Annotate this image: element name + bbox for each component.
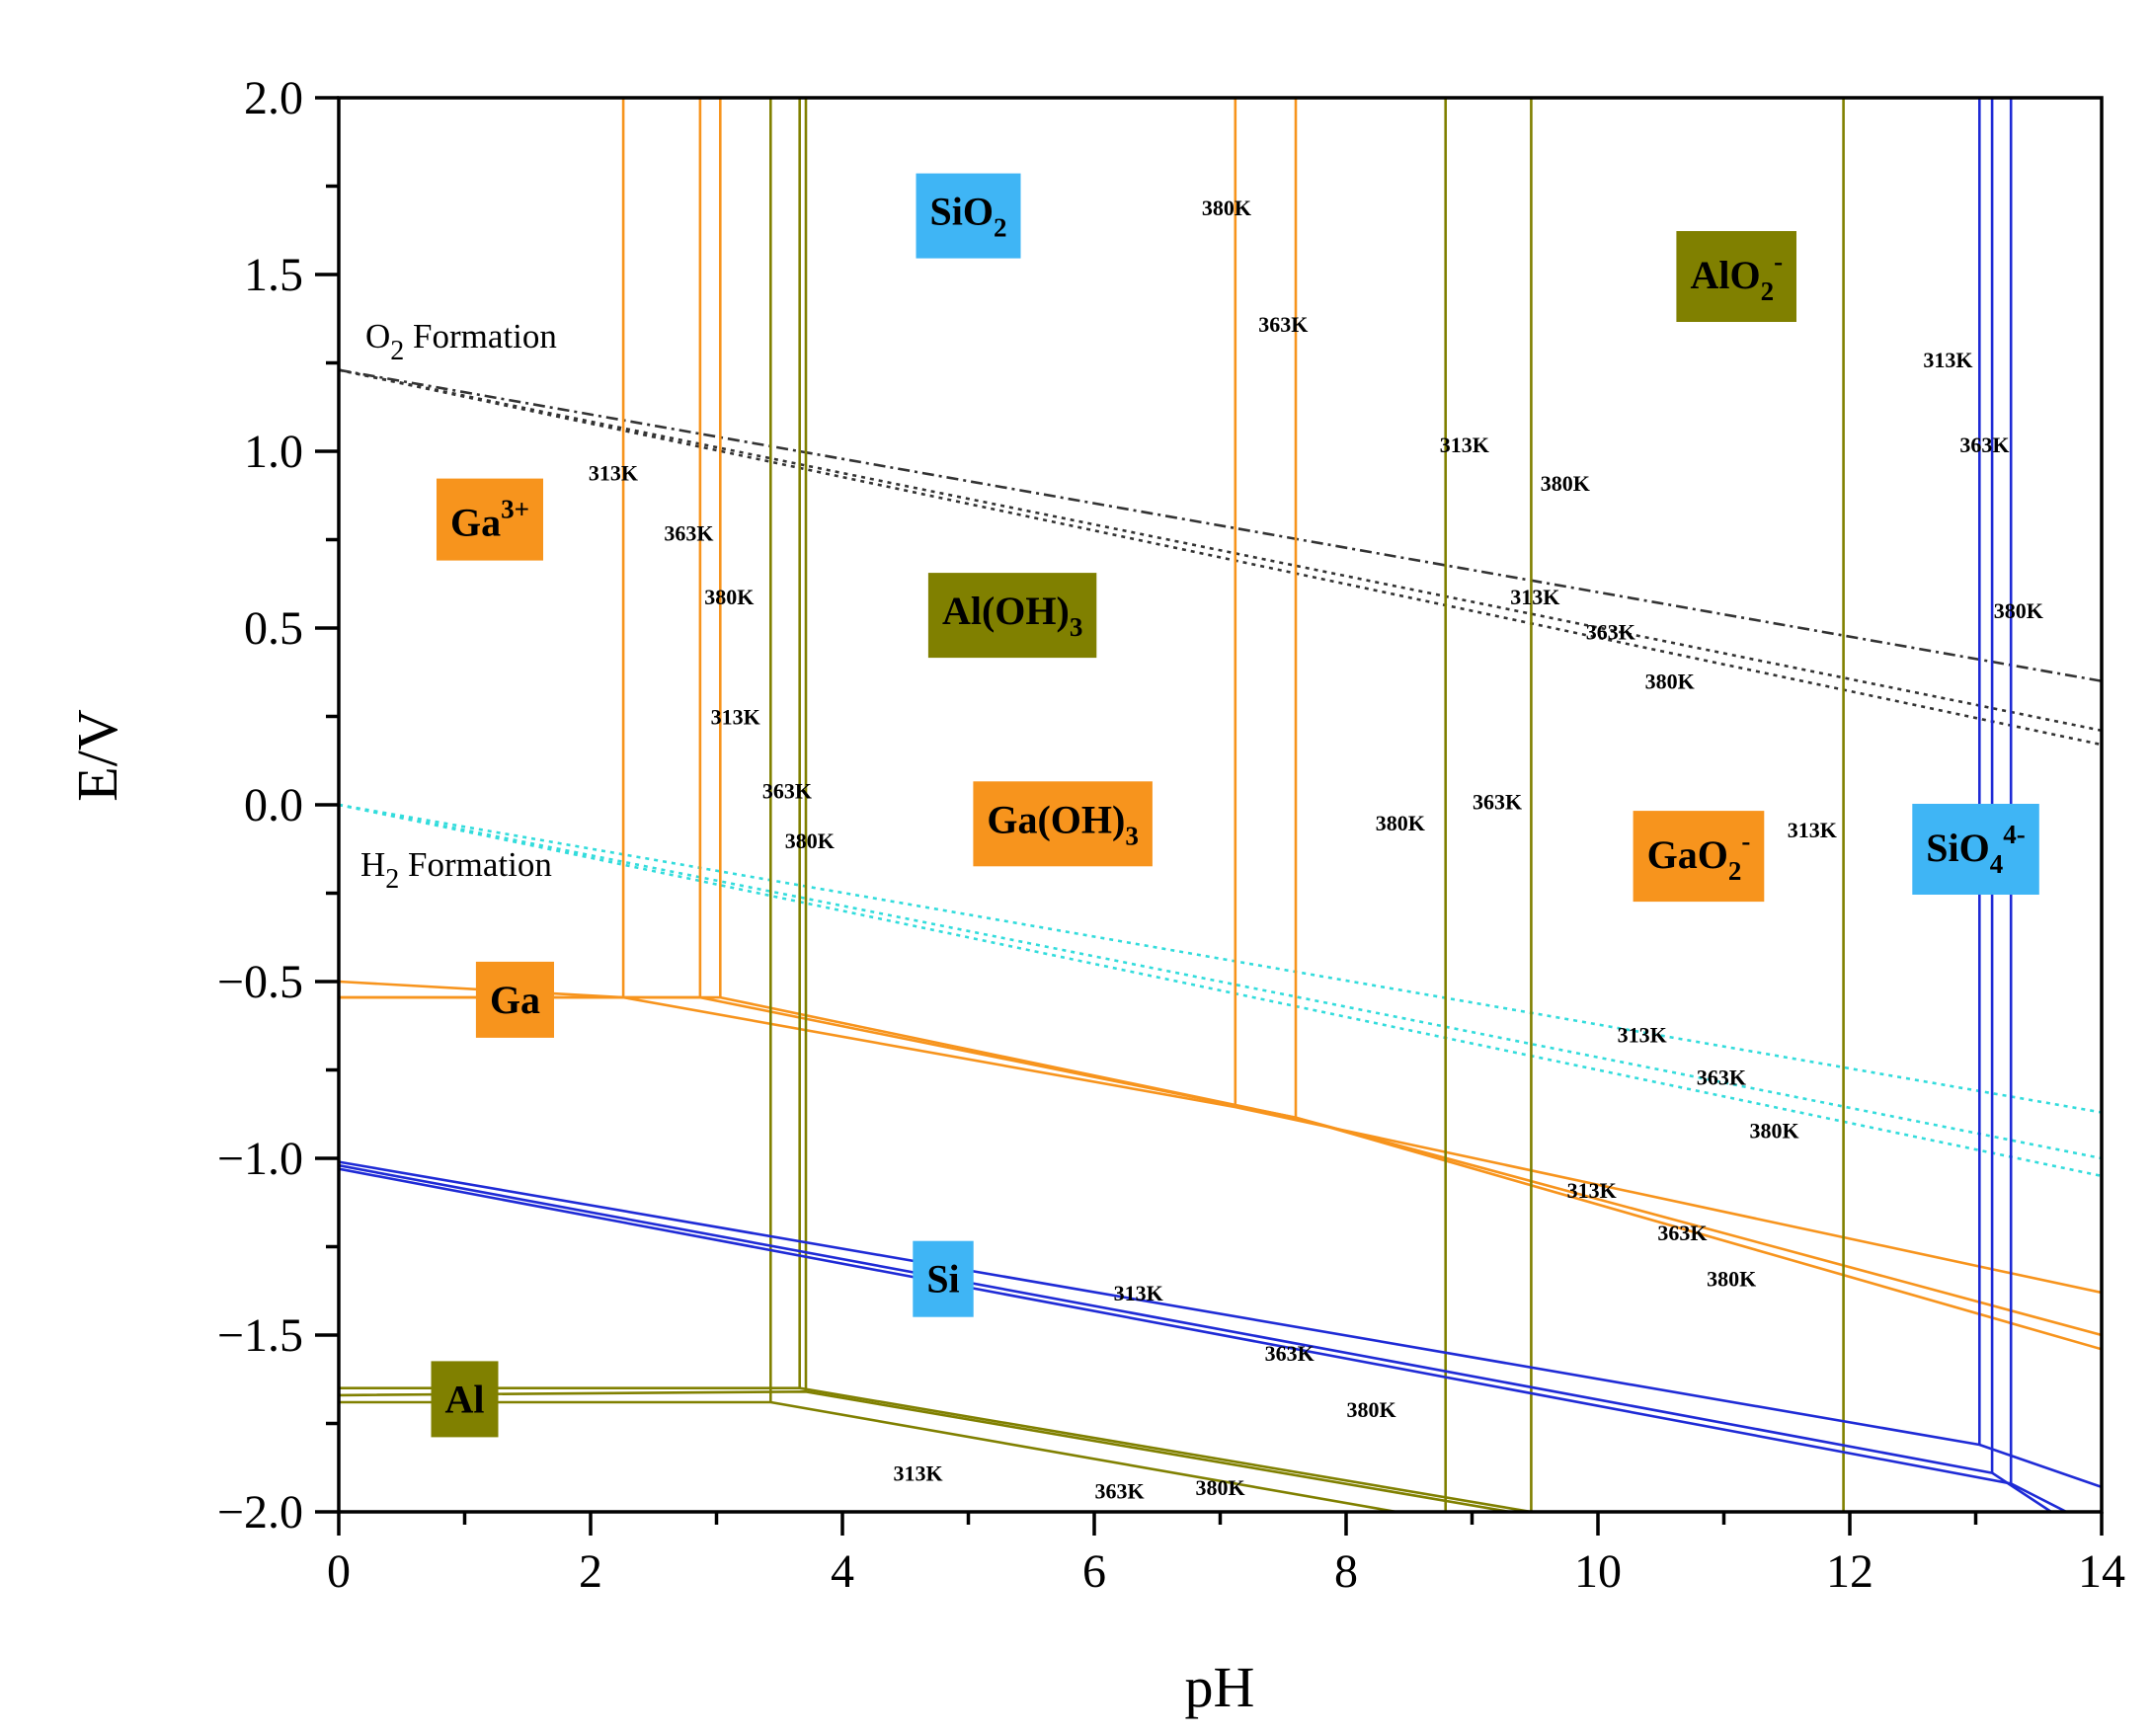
y-axis-title: E/V [65, 709, 129, 802]
temp-label-19: 313K [1618, 1023, 1667, 1048]
region-ga3-: Ga3+ [437, 478, 543, 561]
x-tick-label-7: 14 [2078, 1545, 2125, 1598]
region-si: Si [913, 1240, 974, 1317]
water-line-0-2 [339, 368, 2102, 747]
x-axis-title: pH [1185, 1655, 1255, 1719]
water-line-1-2 [339, 803, 2102, 1178]
region-box [916, 173, 1021, 259]
y-tick-label-7: −1.5 [217, 1309, 303, 1362]
region-label: Ga3+ [450, 495, 529, 545]
region-label: SiO2 [930, 190, 1007, 243]
temp-label-15: 380K [785, 829, 835, 853]
region-label: Al [445, 1377, 485, 1421]
temp-label-9: 313K [1510, 585, 1559, 609]
y-tick-label-3: 0.5 [244, 602, 303, 655]
formation-label-1: H2 Formation [360, 845, 552, 895]
region-box [913, 1240, 974, 1317]
temp-label-29: 363K [1094, 1479, 1144, 1504]
x-tick-label-6: 12 [1826, 1545, 1873, 1598]
temp-label-16: 380K [1376, 811, 1425, 835]
y-tick-label-2: 1.0 [244, 426, 303, 478]
temp-label-8: 380K [704, 585, 754, 609]
region-label: Al(OH)3 [942, 589, 1082, 642]
x-tick-label-2: 4 [831, 1545, 854, 1598]
temp-label-22: 313K [1567, 1178, 1617, 1203]
water-line-0-1 [339, 368, 2102, 733]
region-box [1912, 804, 2039, 895]
region-labels: SiO2 AlO2- Ga3+ Al(OH)3 Ga(OH)3 GaO2- SiO44- Ga… [431, 173, 2039, 1438]
boundary-si-20 [339, 1160, 2102, 1489]
temp-label-6: 313K [589, 460, 638, 485]
water-lines [339, 368, 2102, 1178]
region-sio44-: SiO44- [1912, 804, 2039, 895]
y-tick-label-5: −0.5 [217, 956, 303, 1008]
temp-label-12: 380K [1645, 670, 1695, 694]
region-box [1633, 811, 1765, 903]
region-box [927, 573, 1097, 659]
y-tick-label-0: 2.0 [244, 72, 303, 124]
temp-label-30: 380K [1195, 1475, 1244, 1500]
region-box [1676, 231, 1796, 322]
temp-label-24: 380K [1707, 1267, 1756, 1292]
boundary-si-21 [339, 1163, 2052, 1512]
temp-label-3: 313K [1440, 433, 1489, 457]
temp-label-28: 313K [893, 1461, 942, 1486]
region-label: GaO2- [1647, 827, 1751, 886]
temp-label-11: 363K [1586, 620, 1635, 645]
region-box [431, 1361, 499, 1438]
temp-label-25: 313K [1114, 1281, 1163, 1305]
x-axis-ticks: 0 2 4 6 8 10 12 14 [327, 1512, 2125, 1598]
temp-label-20: 363K [1697, 1065, 1746, 1090]
x-tick-label-3: 6 [1082, 1545, 1106, 1598]
y-axis-ticks: 2.0 1.5 1.0 0.5 0.0 −0.5 −1.0 −1.5 −2.0 [217, 72, 339, 1539]
x-tick-label-1: 2 [579, 1545, 602, 1598]
temp-label-7: 363K [664, 520, 713, 545]
temp-label-5: 380K [1541, 471, 1590, 496]
water-line-0-0 [339, 368, 2102, 682]
region-box [973, 781, 1153, 867]
y-tick-label-1: 1.5 [244, 249, 303, 301]
region-ga: Ga [475, 961, 554, 1038]
temp-label-1: 363K [1258, 312, 1308, 337]
water-line-1-1 [339, 803, 2102, 1160]
formation-labels: O2 Formation H2 Formation [360, 317, 557, 895]
temp-label-14: 363K [762, 779, 812, 804]
temp-label-13: 313K [711, 705, 760, 730]
temp-label-18: 313K [1788, 818, 1837, 842]
y-tick-label-4: 0.0 [244, 779, 303, 831]
temp-label-2: 313K [1923, 348, 1972, 372]
region-alo2-: AlO2- [1676, 231, 1796, 322]
region-label: Si [926, 1257, 959, 1302]
boundary-si-22 [339, 1167, 2067, 1512]
temp-label-17: 363K [1473, 789, 1522, 814]
y-tick-label-8: −2.0 [217, 1486, 303, 1539]
region-label: Ga [490, 978, 540, 1022]
temp-label-0: 380K [1202, 196, 1251, 220]
region-al: Al [431, 1361, 499, 1438]
region-label: AlO2- [1690, 247, 1783, 306]
formation-label-0: O2 Formation [365, 317, 557, 366]
region-sio2: SiO2 [916, 173, 1021, 259]
x-tick-label-0: 0 [327, 1545, 351, 1598]
region-label: Ga(OH)3 [987, 797, 1138, 850]
temp-label-21: 380K [1749, 1118, 1798, 1143]
region-box [475, 961, 554, 1038]
region-label: SiO44- [1926, 820, 2025, 879]
temp-label-26: 363K [1265, 1341, 1315, 1366]
x-tick-label-4: 8 [1334, 1545, 1358, 1598]
temp-label-10: 380K [1994, 598, 2043, 623]
region-box [437, 478, 543, 561]
temp-label-23: 363K [1657, 1221, 1707, 1245]
temp-label-27: 380K [1346, 1397, 1395, 1422]
temp-label-4: 363K [1959, 433, 2009, 457]
region-al-oh-3: Al(OH)3 [927, 573, 1097, 659]
region-ga-oh-3: Ga(OH)3 [973, 781, 1153, 867]
x-tick-label-5: 10 [1574, 1545, 1622, 1598]
y-tick-label-6: −1.0 [217, 1133, 303, 1185]
region-gao2-: GaO2- [1633, 811, 1765, 903]
